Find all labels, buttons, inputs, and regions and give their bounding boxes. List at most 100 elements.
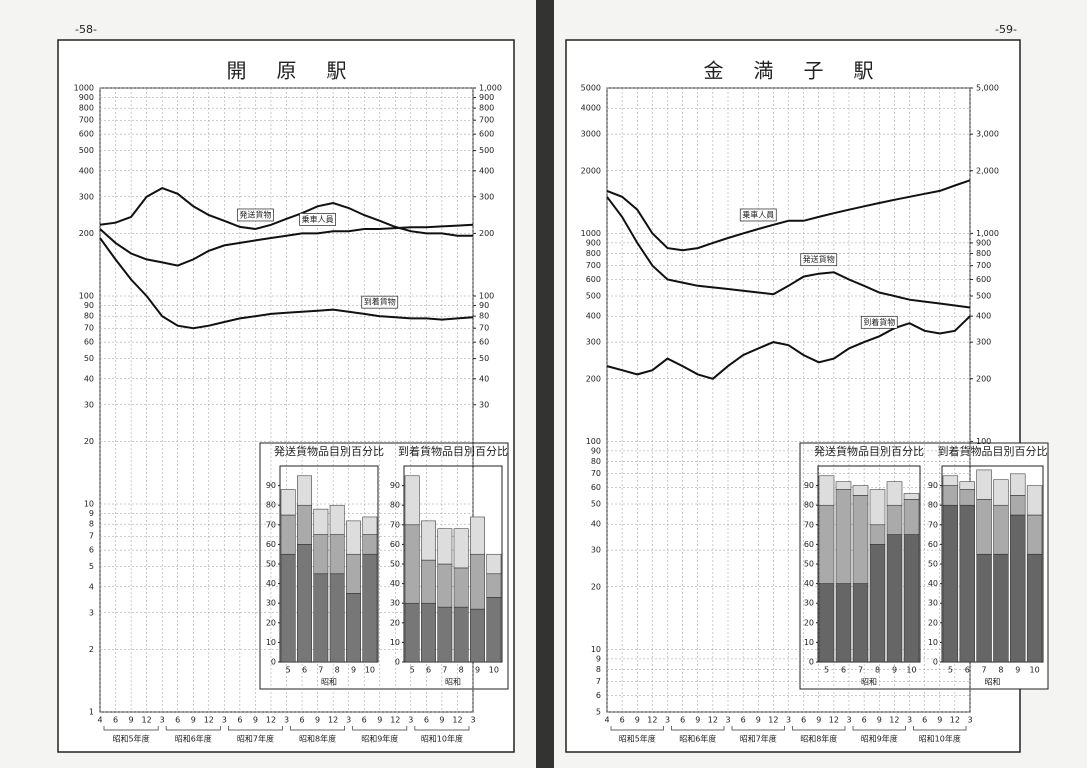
x-tick-label: 9 [191, 716, 196, 725]
bar-segment [942, 485, 959, 506]
x-tick-label: 7 [318, 666, 323, 675]
bar-segment [886, 481, 903, 506]
y2-tick-label: 90 [479, 301, 489, 310]
bar-segment [280, 514, 296, 555]
x-axis-label: 昭和 [321, 678, 337, 687]
period-label: 昭和8年度 [299, 734, 336, 744]
x-tick-label: 12 [647, 716, 657, 725]
page-number: -59- [995, 23, 1017, 36]
y-tick-label: 0 [809, 658, 814, 667]
y-tick-label: 6 [89, 546, 94, 555]
y-tick-label: 50 [84, 354, 94, 363]
x-tick-label: 12 [829, 716, 839, 725]
period-bracket [227, 726, 283, 731]
series-line [606, 315, 971, 380]
y-tick-label: 200 [79, 229, 94, 238]
period-bracket [671, 726, 725, 731]
series-line [99, 223, 474, 267]
x-tick-label: 3 [160, 716, 165, 725]
bar-segment [404, 602, 420, 663]
x-tick-label: 3 [346, 716, 351, 725]
bar-segment [993, 479, 1009, 506]
y-tick-label: 10 [390, 638, 400, 647]
y-tick-label: 80 [266, 501, 276, 510]
bar-segment [1010, 514, 1026, 663]
y-tick-label: 90 [390, 481, 400, 490]
x-tick-label: 8 [875, 666, 880, 675]
x-tick-label: 6 [741, 716, 746, 725]
period-label: 昭和8年度 [800, 734, 837, 744]
bar-segment [976, 553, 992, 663]
x-tick-label: 6 [841, 666, 846, 675]
y-tick-label: 70 [84, 324, 94, 333]
x-tick-label: 6 [426, 666, 431, 675]
y-tick-label: 60 [928, 540, 938, 549]
bar-segment [346, 553, 361, 594]
y-tick-label: 90 [928, 481, 938, 490]
bar-segment [818, 475, 835, 506]
x-tick-label: 9 [253, 716, 258, 725]
y2-tick-label: 300 [479, 192, 494, 201]
x-tick-label: 9 [377, 716, 382, 725]
bar-segment [470, 516, 485, 555]
x-tick-label: 7 [442, 666, 447, 675]
period-bracket [792, 726, 846, 731]
y-tick-label: 300 [586, 338, 601, 347]
x-tick-label: 6 [922, 716, 927, 725]
y-tick-label: 5000 [581, 84, 601, 93]
x-tick-label: 12 [204, 716, 214, 725]
y-tick-label: 90 [804, 481, 814, 490]
y2-tick-label: 400 [479, 166, 494, 175]
bar-segment [280, 489, 296, 516]
y2-tick-label: 500 [976, 292, 991, 301]
period-label: 昭和6年度 [679, 734, 716, 744]
y2-tick-label: 5,000 [976, 84, 999, 93]
bar-segment [976, 469, 992, 500]
bar-segment [869, 524, 886, 545]
series-label: 発送貨物 [803, 254, 835, 264]
x-tick-label: 4 [604, 716, 609, 725]
x-tick-label: 6 [620, 716, 625, 725]
inset-title: 発送貨物品目別百分比 [274, 444, 384, 458]
inset-title: 発送貨物品目別百分比 [814, 444, 924, 458]
x-tick-label: 6 [680, 716, 685, 725]
y-tick-label: 10 [804, 638, 814, 647]
y2-tick-label: 600 [976, 275, 991, 284]
x-tick-label: 12 [452, 716, 462, 725]
y-tick-label: 1000 [74, 84, 94, 93]
bar-segment [404, 475, 420, 526]
period-bracket [913, 726, 967, 731]
y-tick-label: 60 [591, 483, 601, 492]
y-tick-label: 90 [84, 301, 94, 310]
y-tick-label: 0 [395, 658, 400, 667]
y-tick-label: 6 [596, 691, 601, 700]
period-bracket [290, 726, 346, 731]
x-tick-label: 9 [892, 666, 897, 675]
x-tick-label: 10 [365, 666, 375, 675]
y2-tick-label: 300 [976, 338, 991, 347]
y2-tick-label: 100 [976, 437, 991, 446]
y-tick-label: 60 [804, 540, 814, 549]
y-tick-label: 1 [89, 708, 94, 717]
bar-segment [453, 567, 469, 608]
series-label-box [800, 253, 838, 267]
bar-segment [346, 593, 361, 663]
series-label-box [299, 213, 336, 226]
x-tick-label: 8 [335, 666, 340, 675]
x-tick-label: 4 [97, 716, 102, 725]
period-label: 昭和10年度 [919, 734, 961, 744]
y-tick-label: 5 [89, 562, 94, 571]
bar-segment [852, 583, 869, 663]
series-line [99, 187, 473, 237]
y-tick-label: 20 [266, 618, 276, 627]
bar-segment [453, 528, 469, 569]
y-tick-label: 40 [591, 520, 601, 529]
series-label-box [237, 208, 274, 222]
series-label-box [860, 315, 898, 329]
bar-segment [818, 504, 835, 584]
gutter [536, 0, 554, 768]
bar-segment [959, 504, 975, 663]
bar-segment [313, 508, 329, 535]
y2-tick-label: 400 [976, 312, 991, 321]
